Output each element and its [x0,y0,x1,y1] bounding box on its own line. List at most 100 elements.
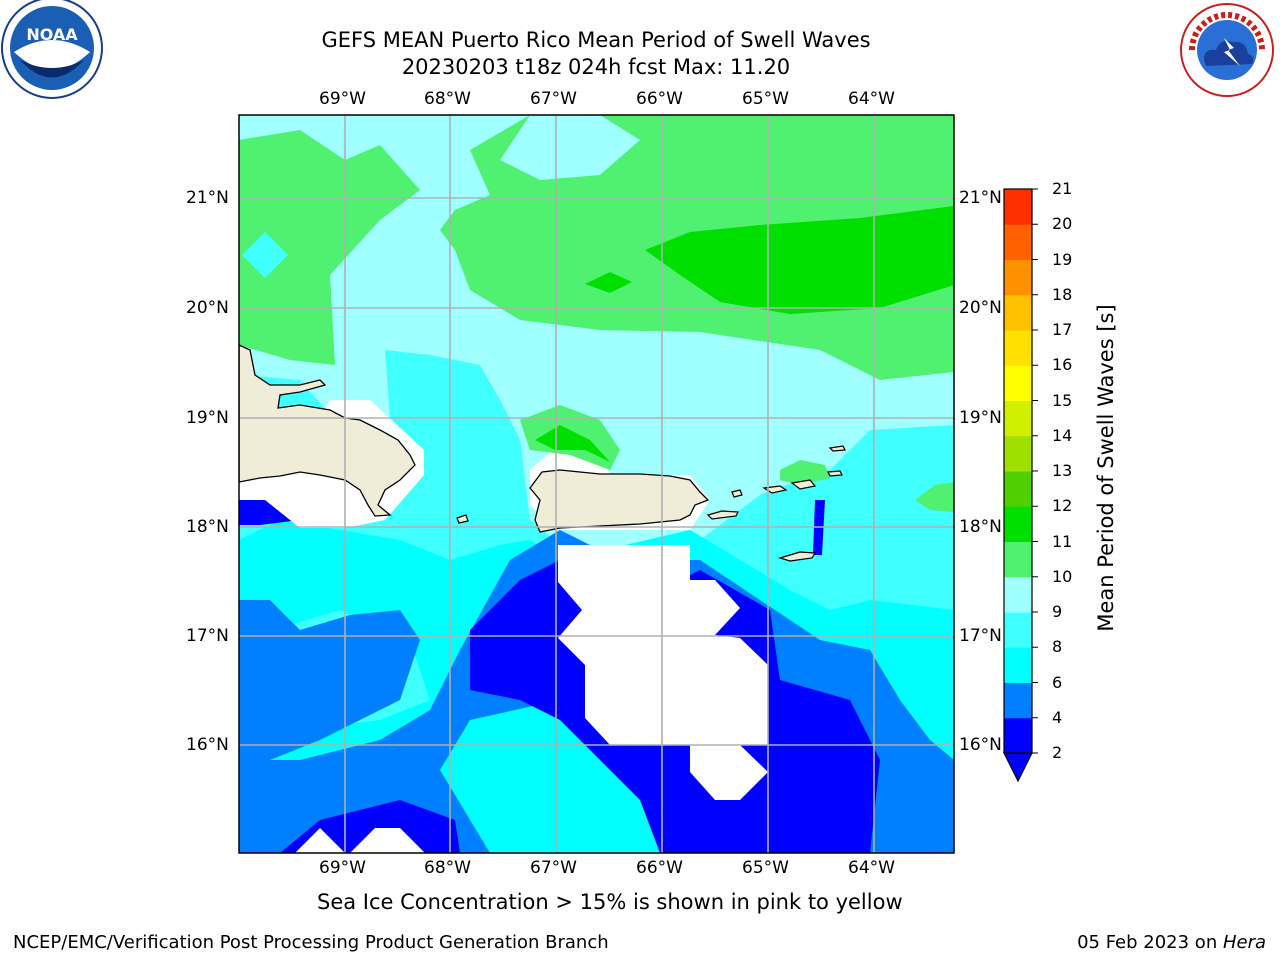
land-hispaniola [239,344,416,517]
lon-label-top-3: 66°W [636,89,683,109]
noaa-logo-bird-icon [14,40,90,70]
noaa-logo-text: NOAA [26,25,78,44]
colorbar-swatch-10 [1004,541,1032,578]
noaa-logo: NOAA [1,0,103,99]
colorbar-swatch-6 [1004,647,1032,683]
colorbar-label-19: 19 [1052,249,1073,269]
colorbar-swatch-13 [1004,435,1032,472]
lat-label-left-1: 20°N [186,298,229,318]
colorbar-ticks [1032,188,1038,754]
island-mona [456,514,469,524]
lat-label-right-4: 17°N [959,626,1002,646]
colorbar-extend-triangle [1003,752,1033,783]
island-anegada [827,470,843,477]
lon-label-top-4: 65°W [742,89,789,109]
contour-8-9-island [500,115,640,180]
contour-9-10-northwest [239,130,420,365]
lat-label-right-0: 21°N [959,188,1002,208]
footer-branch: NCEP/EMC/Verification Post Processing Pr… [13,932,609,953]
colorbar-swatch-17 [1004,294,1032,331]
island-st-croix [777,551,817,562]
nws-logo-text-arc [1189,12,1265,51]
colorbar-label-21: 21 [1052,179,1073,198]
chart-title-line1: GEFS MEAN Puerto Rico Mean Period of Swe… [321,28,871,52]
contour-9-10-east [915,482,954,512]
colorbar-label-20: 20 [1052,214,1073,234]
footer-date: 05 Feb 2023 on Hera [1077,932,1266,953]
contour-9-10-vi [780,460,830,485]
nws-logo-lightning-icon [1224,38,1240,66]
colorbar-label-17: 17 [1052,320,1073,339]
footer-host: Hera [1222,932,1266,953]
colorbar-label-6: 6 [1052,672,1063,692]
contour-10-11-pr-north [535,425,610,462]
island-anguilla [828,445,846,452]
colorbar-label-18: 18 [1052,284,1073,304]
contour-9-10-north [239,115,954,380]
colorbar-label-11: 11 [1052,531,1073,551]
colorbar-label-9: 9 [1052,602,1063,621]
lon-label-top-0: 69°W [319,89,366,109]
lat-label-left-2: 19°N [186,408,229,428]
lon-label-bottom-5: 64°W [848,858,895,878]
colorbar-swatch-19 [1004,224,1032,260]
lon-label-bottom-1: 68°W [424,858,471,878]
contour-10-11-east [645,206,954,314]
lat-label-left-5: 16°N [186,735,229,755]
island-vieques [706,510,739,520]
colorbar-label-10: 10 [1052,566,1073,586]
colorbar-swatch-8 [1004,612,1032,648]
map-frame [238,114,955,854]
lat-label-left-0: 21°N [186,188,229,208]
map-gridlines [239,115,954,853]
colorbar-label-16: 16 [1052,355,1073,375]
lat-label-right-3: 18°N [959,517,1002,537]
colorbar-swatch-4 [1004,682,1032,719]
colorbar-title: Mean Period of Swell Waves [s] [1094,304,1118,632]
colorbar-swatch-15 [1004,365,1032,401]
nws-logo [1180,3,1274,97]
colorbar-swatch-9 [1004,576,1032,613]
colorbar-label-2: 2 [1052,743,1063,762]
noaa-logo-wave-icon [20,60,84,78]
lon-label-top-2: 67°W [530,89,577,109]
colorbar-swatch-11 [1004,506,1032,542]
no-data-region-sw1 [295,828,345,853]
lon-label-bottom-4: 65°W [742,858,789,878]
colorbar-label-13: 13 [1052,461,1073,480]
contour-6-8-diamond [242,232,288,278]
island-tortola [790,479,817,490]
colorbar-swatch-18 [1004,259,1032,296]
colorbar-label-14: 14 [1052,425,1073,445]
island-culebra [731,489,743,498]
lon-label-bottom-0: 69°W [319,858,366,878]
colorbar-label-4: 4 [1052,707,1063,727]
lon-label-top-1: 68°W [424,89,471,109]
colorbar-label-15: 15 [1052,390,1073,410]
chart-title-line2: 20230203 t18z 024h fcst Max: 11.20 [401,55,791,79]
lon-label-bottom-2: 67°W [530,858,577,878]
lat-label-right-5: 16°N [959,735,1002,755]
contour-10-11-small [585,272,632,293]
colorbar-label-8: 8 [1052,637,1063,657]
island-st-thomas [762,485,788,494]
lon-label-top-5: 64°W [848,89,895,109]
colorbar-label-12: 12 [1052,496,1073,516]
sea-ice-caption: Sea Ice Concentration > 15% is shown in … [317,890,903,914]
lat-label-right-1: 20°N [959,298,1002,318]
no-data-region-south [558,545,768,800]
lat-label-left-4: 17°N [186,626,229,646]
colorbar-swatch-2 [1004,717,1032,754]
colorbar-swatch-16 [1004,330,1032,366]
no-data-region-sw2 [350,828,425,853]
lat-label-left-3: 18°N [186,517,229,537]
colorbar-swatch-14 [1004,400,1032,437]
footer-date-text: 05 Feb 2023 on [1077,932,1223,953]
colorbar-swatch-20 [1004,189,1032,225]
swell-period-field [239,115,954,853]
land-puerto-rico [529,469,710,533]
colorbar-swatches [1004,189,1032,754]
colorbar-swatch-12 [1004,471,1032,507]
